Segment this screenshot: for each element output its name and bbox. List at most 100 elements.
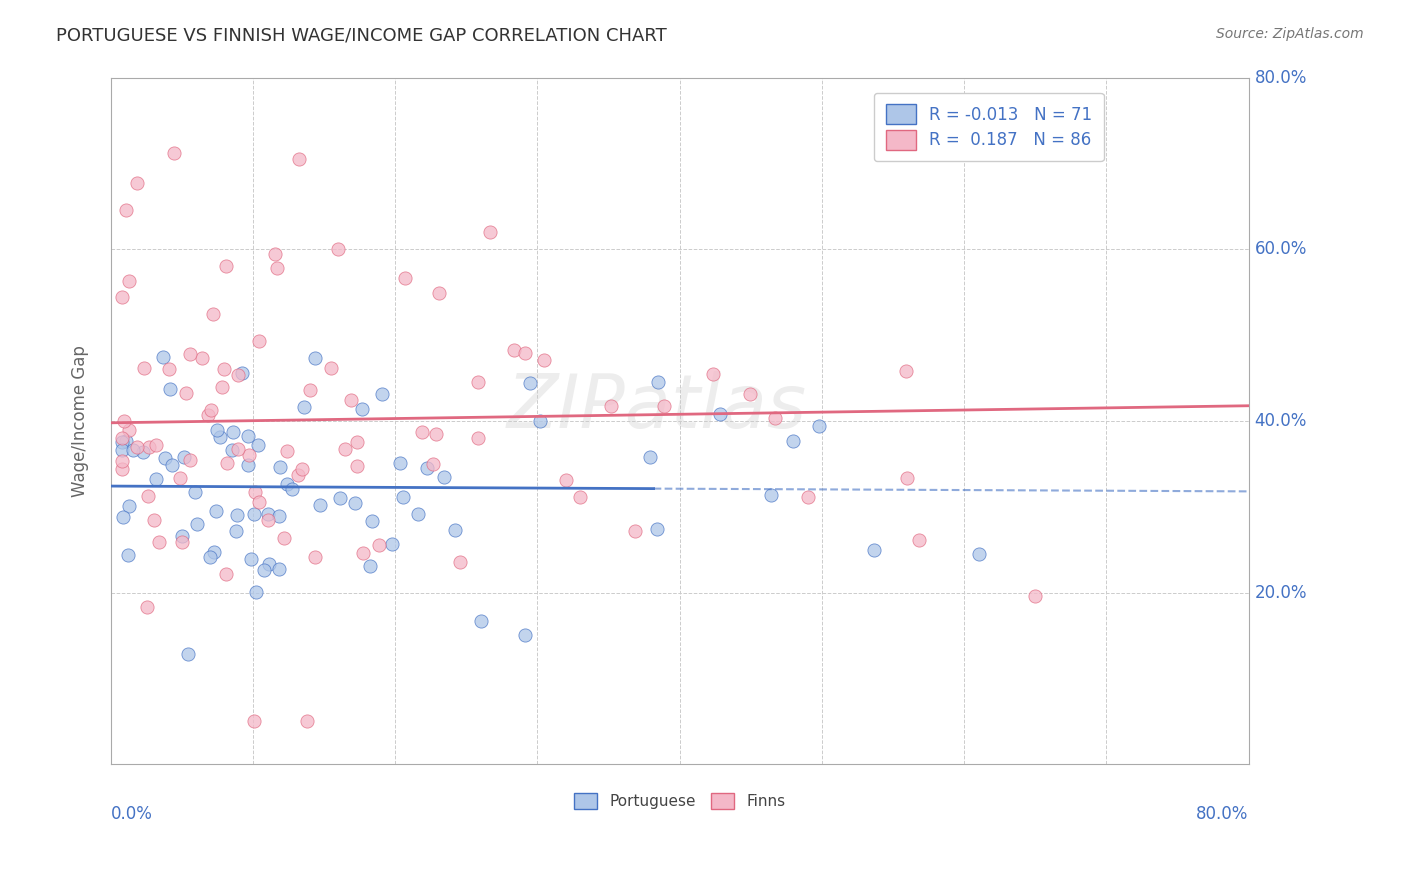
Point: [157, 351, 180, 365]
Point: [209, 476, 232, 491]
Point: [329, 431, 352, 445]
Point: [205, 509, 228, 524]
Point: [179, 368, 201, 382]
Point: [169, 379, 191, 393]
Point: [193, 495, 215, 509]
Point: [107, 454, 129, 468]
Point: [149, 347, 172, 361]
Point: [481, 407, 503, 421]
Point: [269, 386, 291, 401]
Point: [110, 549, 132, 563]
Point: [204, 260, 226, 275]
Point: [212, 482, 235, 496]
Point: [267, 538, 290, 552]
Point: [198, 558, 221, 572]
Point: [163, 307, 186, 321]
Point: [242, 242, 264, 256]
Point: [148, 648, 170, 662]
Point: [187, 552, 209, 566]
Point: [536, 490, 558, 504]
Point: [221, 400, 243, 414]
Point: [359, 345, 381, 359]
Point: [208, 532, 231, 546]
Point: [217, 468, 239, 483]
Point: [253, 435, 276, 450]
Point: [180, 442, 202, 457]
Point: [336, 225, 359, 239]
Point: [167, 430, 190, 444]
Point: [136, 382, 159, 396]
Point: [134, 451, 156, 466]
Point: [195, 563, 218, 577]
Point: [176, 442, 198, 457]
Point: [122, 489, 145, 503]
Point: [370, 353, 392, 368]
Y-axis label: Wage/Income Gap: Wage/Income Gap: [72, 345, 89, 497]
Point: [643, 547, 665, 561]
Point: [831, 336, 853, 351]
Point: [153, 517, 176, 532]
Legend: Portuguese, Finns: Portuguese, Finns: [568, 787, 792, 815]
Point: [228, 351, 250, 365]
Point: [122, 600, 145, 615]
Point: [160, 408, 183, 422]
Point: [202, 247, 225, 261]
Point: [576, 542, 599, 557]
Point: [188, 714, 211, 729]
Point: [120, 361, 142, 376]
Point: [291, 508, 314, 522]
Text: 40.0%: 40.0%: [1254, 412, 1306, 430]
Point: [176, 425, 198, 440]
Point: [138, 458, 160, 473]
Point: [186, 429, 208, 443]
Point: [205, 562, 228, 576]
Point: [224, 384, 246, 398]
Point: [198, 507, 221, 521]
Point: [308, 470, 330, 484]
Point: [250, 392, 273, 407]
Point: [170, 361, 193, 376]
Text: ZIPatlas: ZIPatlas: [508, 371, 807, 443]
Point: [117, 176, 139, 190]
Point: [111, 274, 134, 288]
Point: [128, 438, 150, 452]
Point: [361, 376, 384, 390]
Point: [143, 529, 166, 543]
Point: [111, 423, 134, 437]
Point: [129, 535, 152, 549]
Point: [145, 450, 167, 464]
Point: [139, 145, 162, 160]
Point: [329, 375, 352, 389]
Point: [166, 423, 188, 437]
Point: [128, 472, 150, 486]
Point: [305, 285, 328, 300]
Point: [263, 514, 285, 528]
Point: [186, 448, 208, 462]
Point: [110, 203, 132, 218]
Point: [283, 491, 305, 505]
Point: [152, 485, 174, 500]
Point: [127, 513, 149, 527]
Text: 60.0%: 60.0%: [1254, 240, 1306, 258]
Point: [598, 471, 620, 485]
Point: [132, 351, 155, 365]
Point: [217, 152, 239, 166]
Point: [243, 491, 266, 505]
Point: [124, 440, 146, 454]
Point: [440, 522, 463, 536]
Point: [284, 271, 307, 285]
Point: [179, 508, 201, 522]
Point: [162, 549, 184, 564]
Point: [436, 450, 458, 464]
Point: [149, 453, 172, 467]
Point: [165, 545, 187, 559]
Point: [172, 566, 194, 581]
Text: Source: ZipAtlas.com: Source: ZipAtlas.com: [1216, 27, 1364, 41]
Point: [368, 415, 391, 429]
Point: [172, 259, 194, 273]
Point: [173, 457, 195, 471]
Point: [205, 459, 228, 474]
Point: [222, 714, 245, 729]
Point: [107, 462, 129, 476]
Point: [526, 434, 548, 448]
